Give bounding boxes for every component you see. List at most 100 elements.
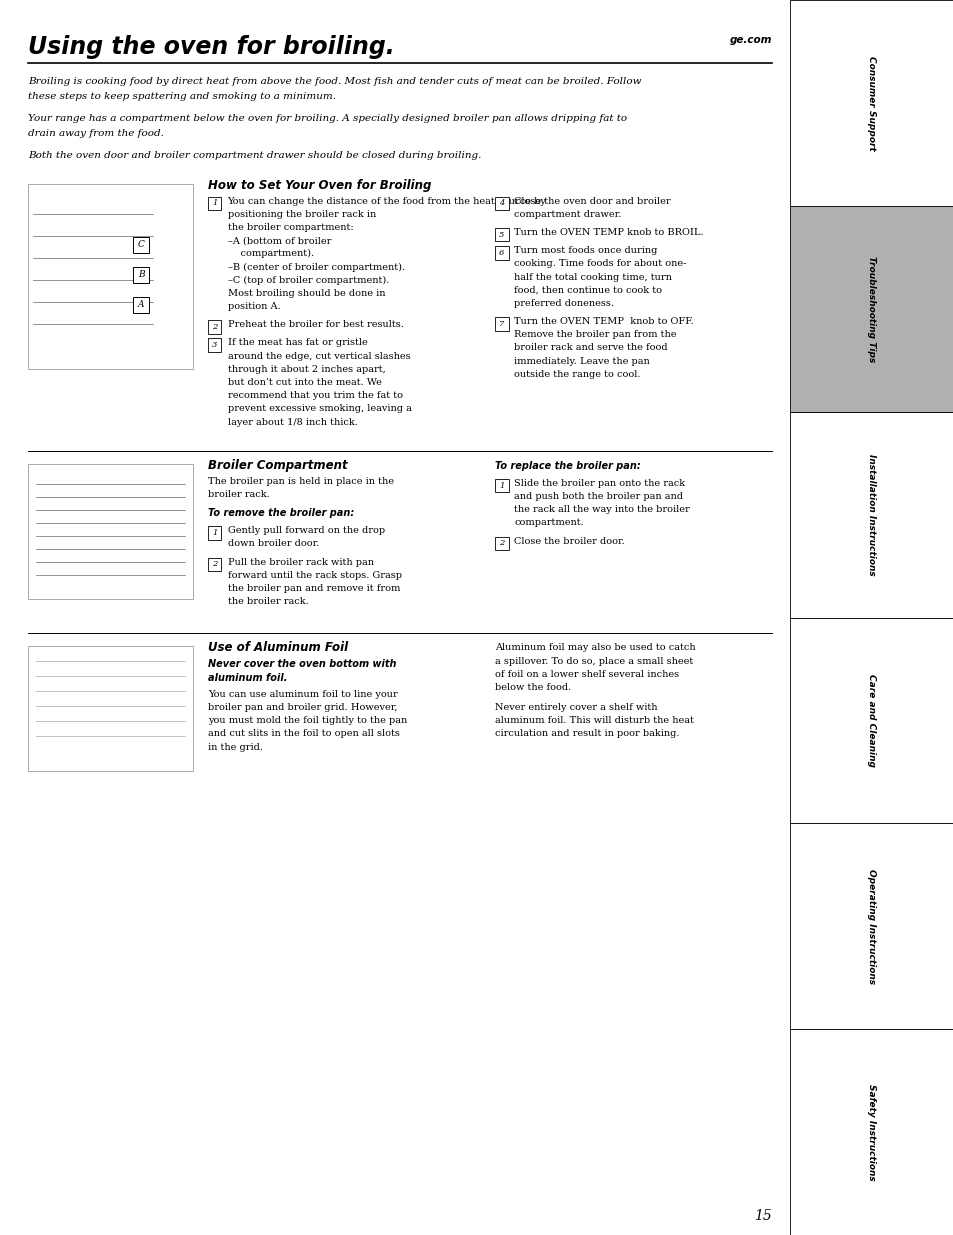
Bar (208, 558, 221, 572)
Text: Safety Instructions: Safety Instructions (866, 1083, 876, 1181)
Bar (132, 267, 149, 283)
Text: 7: 7 (498, 320, 504, 327)
Text: in the grid.: in the grid. (208, 742, 263, 752)
Text: If the meat has fat or gristle: If the meat has fat or gristle (227, 338, 367, 347)
Text: the broiler pan and remove it from: the broiler pan and remove it from (227, 584, 399, 593)
Text: 2: 2 (498, 540, 504, 547)
Text: Consumer Support: Consumer Support (866, 56, 876, 151)
Bar (28, 184, 193, 368)
Bar (132, 296, 149, 312)
Text: 4: 4 (498, 199, 504, 207)
Text: 1: 1 (212, 529, 217, 537)
Text: How to Set Your Oven for Broiling: How to Set Your Oven for Broiling (208, 179, 431, 191)
Text: and cut slits in the foil to open all slots: and cut slits in the foil to open all sl… (208, 730, 399, 739)
Text: B: B (137, 270, 144, 279)
Text: 5: 5 (498, 231, 504, 238)
Bar (495, 246, 508, 259)
Text: Never cover the oven bottom with: Never cover the oven bottom with (208, 659, 396, 669)
Text: Never entirely cover a shelf with: Never entirely cover a shelf with (495, 703, 657, 711)
Text: Operating Instructions: Operating Instructions (866, 868, 876, 984)
Text: immediately. Leave the pan: immediately. Leave the pan (514, 357, 650, 366)
Bar (789, 618, 953, 824)
Text: A: A (137, 300, 144, 309)
Bar (495, 228, 508, 241)
Bar (132, 236, 149, 252)
Text: Installation Instructions: Installation Instructions (866, 453, 876, 576)
Text: positioning the broiler rack in: positioning the broiler rack in (227, 210, 375, 219)
Text: Your range has a compartment below the oven for broiling. A specially designed b: Your range has a compartment below the o… (28, 114, 626, 124)
Text: around the edge, cut vertical slashes: around the edge, cut vertical slashes (227, 352, 410, 361)
Text: aluminum foil. This will disturb the heat: aluminum foil. This will disturb the hea… (495, 716, 693, 725)
Text: –A (bottom of broiler: –A (bottom of broiler (227, 236, 331, 245)
Text: drain away from the food.: drain away from the food. (28, 128, 164, 137)
Text: Troubleshooting Tips: Troubleshooting Tips (866, 256, 876, 362)
Text: –B (center of broiler compartment).: –B (center of broiler compartment). (227, 263, 404, 272)
Text: C: C (137, 240, 144, 249)
Text: To remove the broiler pan:: To remove the broiler pan: (208, 509, 354, 519)
Bar (495, 537, 508, 551)
Text: Pull the broiler rack with pan: Pull the broiler rack with pan (227, 558, 374, 567)
Text: circulation and result in poor baking.: circulation and result in poor baking. (495, 730, 679, 739)
Text: the rack all the way into the broiler: the rack all the way into the broiler (514, 505, 690, 514)
Text: but don’t cut into the meat. We: but don’t cut into the meat. We (227, 378, 381, 387)
Text: preferred doneness.: preferred doneness. (514, 299, 614, 308)
Bar (495, 196, 508, 210)
Bar (789, 1029, 953, 1235)
Text: Close the broiler door.: Close the broiler door. (514, 537, 624, 546)
Text: the broiler rack.: the broiler rack. (227, 598, 308, 606)
Text: position A.: position A. (227, 303, 280, 311)
Text: 1: 1 (212, 199, 217, 207)
Bar (789, 824, 953, 1029)
Text: recommend that you trim the fat to: recommend that you trim the fat to (227, 391, 402, 400)
Text: –C (top of broiler compartment).: –C (top of broiler compartment). (227, 275, 389, 285)
Text: Broiler Compartment: Broiler Compartment (208, 459, 347, 472)
Text: broiler rack.: broiler rack. (208, 490, 270, 499)
Text: Using the oven for broiling.: Using the oven for broiling. (28, 35, 395, 59)
Text: Close the oven door and broiler: Close the oven door and broiler (514, 196, 670, 205)
Text: compartment).: compartment). (227, 249, 314, 258)
Text: cooking. Time foods for about one-: cooking. Time foods for about one- (514, 259, 686, 268)
Text: prevent excessive smoking, leaving a: prevent excessive smoking, leaving a (227, 405, 411, 414)
Bar (28, 646, 193, 772)
Text: outside the range to cool.: outside the range to cool. (514, 370, 640, 379)
Bar (208, 338, 221, 352)
Text: of foil on a lower shelf several inches: of foil on a lower shelf several inches (495, 669, 679, 679)
Text: 3: 3 (212, 341, 217, 350)
Bar (208, 320, 221, 333)
Text: you must mold the foil tightly to the pan: you must mold the foil tightly to the pa… (208, 716, 407, 725)
Bar (28, 464, 193, 599)
Text: 15: 15 (754, 1209, 771, 1223)
Text: 2: 2 (212, 561, 217, 568)
Text: Turn the OVEN TEMP  knob to OFF.: Turn the OVEN TEMP knob to OFF. (514, 317, 694, 326)
Text: and push both the broiler pan and: and push both the broiler pan and (514, 492, 682, 501)
Text: Most broiling should be done in: Most broiling should be done in (227, 289, 385, 298)
Bar (789, 0, 953, 206)
Text: the broiler compartment:: the broiler compartment: (227, 222, 353, 232)
Text: below the food.: below the food. (495, 683, 571, 692)
Text: broiler rack and serve the food: broiler rack and serve the food (514, 343, 667, 352)
Text: The broiler pan is held in place in the: The broiler pan is held in place in the (208, 477, 394, 485)
Bar (495, 479, 508, 493)
Text: Preheat the broiler for best results.: Preheat the broiler for best results. (227, 320, 403, 330)
Text: compartment drawer.: compartment drawer. (514, 210, 621, 219)
Text: ge.com: ge.com (729, 35, 771, 44)
Text: down broiler door.: down broiler door. (227, 540, 318, 548)
Text: Broiling is cooking food by direct heat from above the food. Most fish and tende: Broiling is cooking food by direct heat … (28, 77, 640, 86)
Text: half the total cooking time, turn: half the total cooking time, turn (514, 273, 672, 282)
Text: Turn most foods once during: Turn most foods once during (514, 246, 658, 256)
Text: 2: 2 (212, 324, 217, 331)
Text: Slide the broiler pan onto the rack: Slide the broiler pan onto the rack (514, 479, 685, 488)
Text: Both the oven door and broiler compartment drawer should be closed during broili: Both the oven door and broiler compartme… (28, 151, 481, 161)
Text: broiler pan and broiler grid. However,: broiler pan and broiler grid. However, (208, 703, 397, 713)
Text: Care and Cleaning: Care and Cleaning (866, 674, 876, 767)
Bar (789, 411, 953, 618)
Text: aluminum foil.: aluminum foil. (208, 673, 287, 683)
Text: You can change the distance of the food from the heat source by: You can change the distance of the food … (227, 196, 546, 205)
Text: layer about 1/8 inch thick.: layer about 1/8 inch thick. (227, 417, 357, 427)
Bar (208, 526, 221, 540)
Text: 1: 1 (498, 482, 504, 489)
Text: Gently pull forward on the drop: Gently pull forward on the drop (227, 526, 384, 535)
Text: You can use aluminum foil to line your: You can use aluminum foil to line your (208, 690, 397, 699)
Bar (208, 196, 221, 210)
Text: Remove the broiler pan from the: Remove the broiler pan from the (514, 330, 677, 340)
